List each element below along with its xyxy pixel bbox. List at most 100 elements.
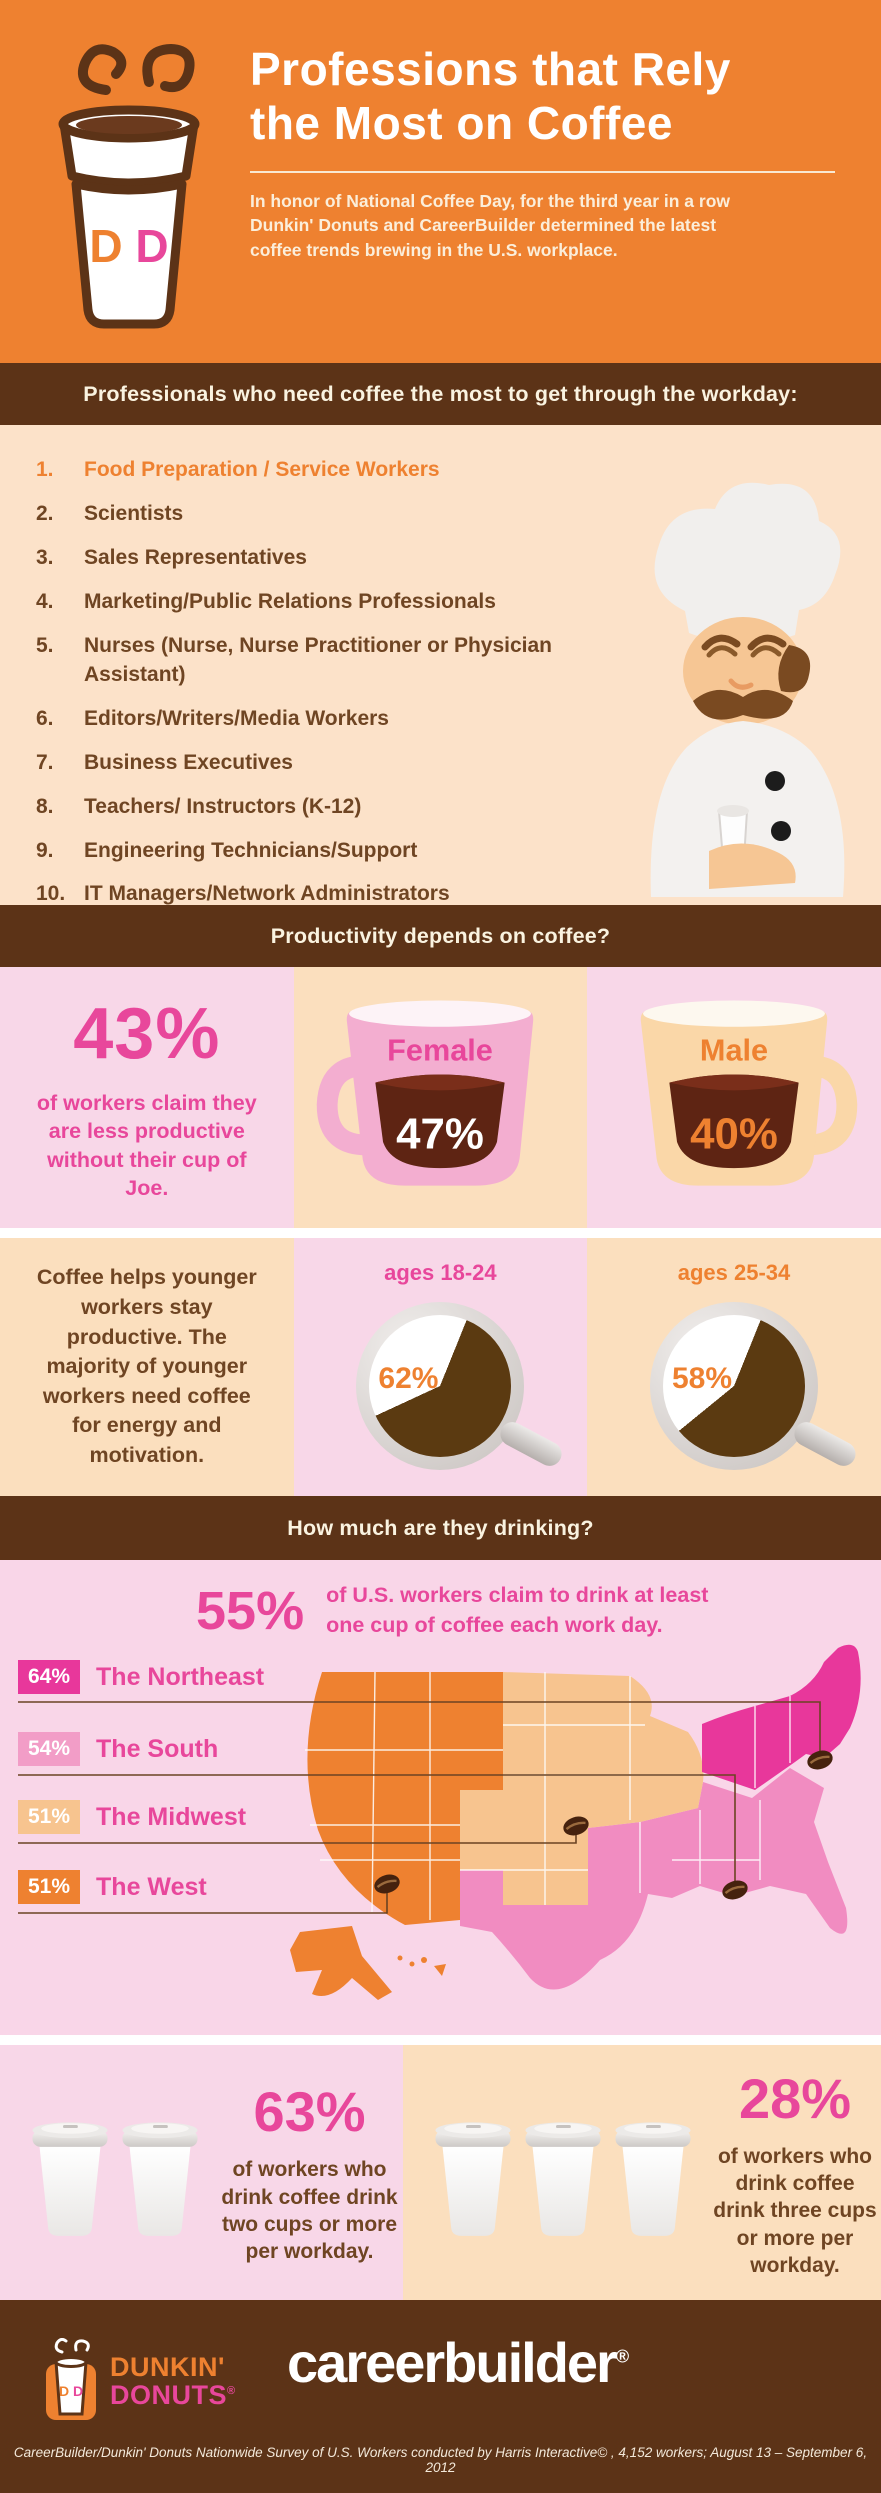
region-northeast-label: The Northeast xyxy=(96,1662,265,1691)
female-label: Female xyxy=(388,1033,494,1067)
rank: 7. xyxy=(36,750,54,774)
region-south-badge: 54% xyxy=(18,1732,81,1766)
professions-section: 1. Food Preparation / Service Workers 2. S… xyxy=(0,425,881,905)
togo-cup-icon xyxy=(32,2121,108,2236)
svg-text:D: D xyxy=(59,2383,69,2399)
age-25-34-pie xyxy=(662,1315,805,1457)
region-west xyxy=(307,1672,503,1925)
rank: 9. xyxy=(36,838,54,862)
three-cups-panel: 28% of workers who drink coffee drink th… xyxy=(403,2045,881,2300)
section-heading-drinking: How much are they drinking? xyxy=(0,1496,881,1560)
bean-west xyxy=(374,1874,400,1894)
stat-55: 55% of U.S. workers claim to drink at le… xyxy=(196,1580,708,1642)
region-midwest-badge: 51% xyxy=(18,1800,81,1834)
dunkin-line1: DUNKIN' xyxy=(110,2352,225,2383)
two-cups-value: 63% xyxy=(253,2080,366,2144)
male-value: 40% xyxy=(690,1109,778,1158)
coffee-cup-icon: D D xyxy=(58,43,200,329)
togo-cup-icon xyxy=(122,2121,198,2236)
rank: 3. xyxy=(36,545,54,569)
list-item: 10. IT Managers/Network Administrators xyxy=(36,879,616,908)
page-title: Professions that Rely the Most on Coffee xyxy=(250,42,860,151)
region-midwest xyxy=(460,1672,704,1905)
header-text: Professions that Rely the Most on Coffee… xyxy=(250,42,860,263)
header-subtitle: In honor of National Coffee Day, for the… xyxy=(250,189,860,264)
younger-note-panel: Coffee helps younger workers stay produc… xyxy=(0,1238,294,1496)
subtitle-line2: Dunkin' Donuts and CareerBuilder determi… xyxy=(250,215,717,236)
list-item: 2. Scientists xyxy=(36,499,616,528)
male-mug-icon: Male 40% xyxy=(640,999,858,1186)
row-separator xyxy=(0,2035,881,2045)
region-row-midwest: 51% The Midwest xyxy=(18,1800,246,1834)
two-cups-panel: 63% of workers who drink coffee drink tw… xyxy=(0,2045,403,2300)
female-mug-panel: Female 47% xyxy=(293,967,588,1228)
age-18-24-label: ages 18-24 xyxy=(384,1260,497,1285)
three-cups-stat: 28% of workers who drink coffee drink th… xyxy=(709,2066,881,2279)
dunkin-line2: DONUTS® xyxy=(110,2380,236,2410)
togo-cup-icon xyxy=(615,2121,691,2236)
cup-handle xyxy=(496,1417,567,1471)
page-title-line2: the Most on Coffee xyxy=(250,97,673,150)
coffee-cup-illustration: D D xyxy=(28,14,228,349)
region-northeast xyxy=(702,1644,861,1790)
stat-43-panel: 43% of workers claim they are less produ… xyxy=(0,967,294,1228)
cups-row: 63% of workers who drink coffee drink tw… xyxy=(0,2045,881,2300)
bean-midwest xyxy=(563,1816,589,1836)
stat-43-caption: of workers claim they are less productiv… xyxy=(36,1090,257,1200)
header: D D Professions that Rely the Most on Co… xyxy=(0,0,881,363)
profession-label: Teachers/ Instructors (K-12) xyxy=(84,794,362,818)
female-mug-icon: Female 47% xyxy=(317,999,534,1186)
dunkin-cup-icon: D D xyxy=(46,2338,96,2420)
bean-south xyxy=(722,1880,748,1900)
header-divider xyxy=(250,170,835,173)
profession-label: Engineering Technicians/Support xyxy=(84,838,418,862)
rank: 4. xyxy=(36,589,54,613)
three-cups-value: 28% xyxy=(738,2066,852,2130)
region-south xyxy=(460,1768,848,1990)
list-item: 1. Food Preparation / Service Workers xyxy=(36,455,616,484)
region-south-label: The South xyxy=(96,1734,219,1763)
age-25-34-value: 58% xyxy=(671,1362,733,1395)
age-18-24-pie-cup: 62% xyxy=(356,1302,567,1471)
profession-label: Marketing/Public Relations Professionals xyxy=(84,589,496,613)
age-25-34-pie-cup: 58% xyxy=(649,1302,860,1471)
map-section: 55% of U.S. workers claim to drink at le… xyxy=(0,1560,881,2035)
profession-label: Food Preparation / Service Workers xyxy=(84,458,440,481)
svg-text:D: D xyxy=(73,2383,83,2399)
list-item: 7. Business Executives xyxy=(36,748,616,777)
stat-43-value: 43% xyxy=(73,993,221,1074)
rank: 2. xyxy=(36,501,54,525)
profession-label: Sales Representatives xyxy=(84,545,307,569)
three-cups-illustration xyxy=(425,2106,695,2240)
section-heading-drinking-text: How much are they drinking? xyxy=(287,1515,594,1540)
us-map xyxy=(18,1644,861,2000)
row-separator xyxy=(0,1228,881,1238)
younger-note-text: Coffee helps younger workers stay produc… xyxy=(36,1265,257,1468)
cup-handle xyxy=(790,1417,860,1471)
two-cups-caption: of workers who drink coffee drink two cu… xyxy=(221,2158,398,2264)
logo-letter-d1: D xyxy=(89,220,122,272)
chef-illustration xyxy=(613,459,875,904)
age-25-34-label: ages 25-34 xyxy=(677,1260,791,1285)
rank: 8. xyxy=(36,794,54,818)
professions-list: 1. Food Preparation / Service Workers 2. S… xyxy=(36,455,616,923)
region-hawaii xyxy=(397,1955,446,1976)
bean-markers xyxy=(374,1750,833,1900)
two-cups-illustration xyxy=(22,2106,202,2240)
region-west-badge: 51% xyxy=(18,1870,81,1904)
rank: 5. xyxy=(36,633,54,657)
region-northeast-badge: 64% xyxy=(18,1660,81,1694)
rank: 6. xyxy=(36,706,54,730)
dunkin-donuts-logo: D D DUNKIN' DONUTS® xyxy=(40,2338,236,2426)
three-cups-caption: of workers who drink coffee drink three … xyxy=(713,2144,877,2277)
region-midwest-label: The Midwest xyxy=(96,1802,247,1831)
list-item: 9. Engineering Technicians/Support xyxy=(36,836,616,865)
list-item: 6. Editors/Writers/Media Workers xyxy=(36,704,616,733)
list-item: 5. Nurses (Nurse, Nurse Practitioner or P… xyxy=(36,631,616,690)
region-row-south: 54% The South xyxy=(18,1732,218,1766)
subtitle-line3: coffee trends brewing in the U.S. workpl… xyxy=(250,240,618,261)
chef-icon xyxy=(650,482,845,897)
region-west-label: The West xyxy=(96,1872,207,1901)
stat-55-caption: of U.S. workers claim to drink at least … xyxy=(326,1581,708,1640)
